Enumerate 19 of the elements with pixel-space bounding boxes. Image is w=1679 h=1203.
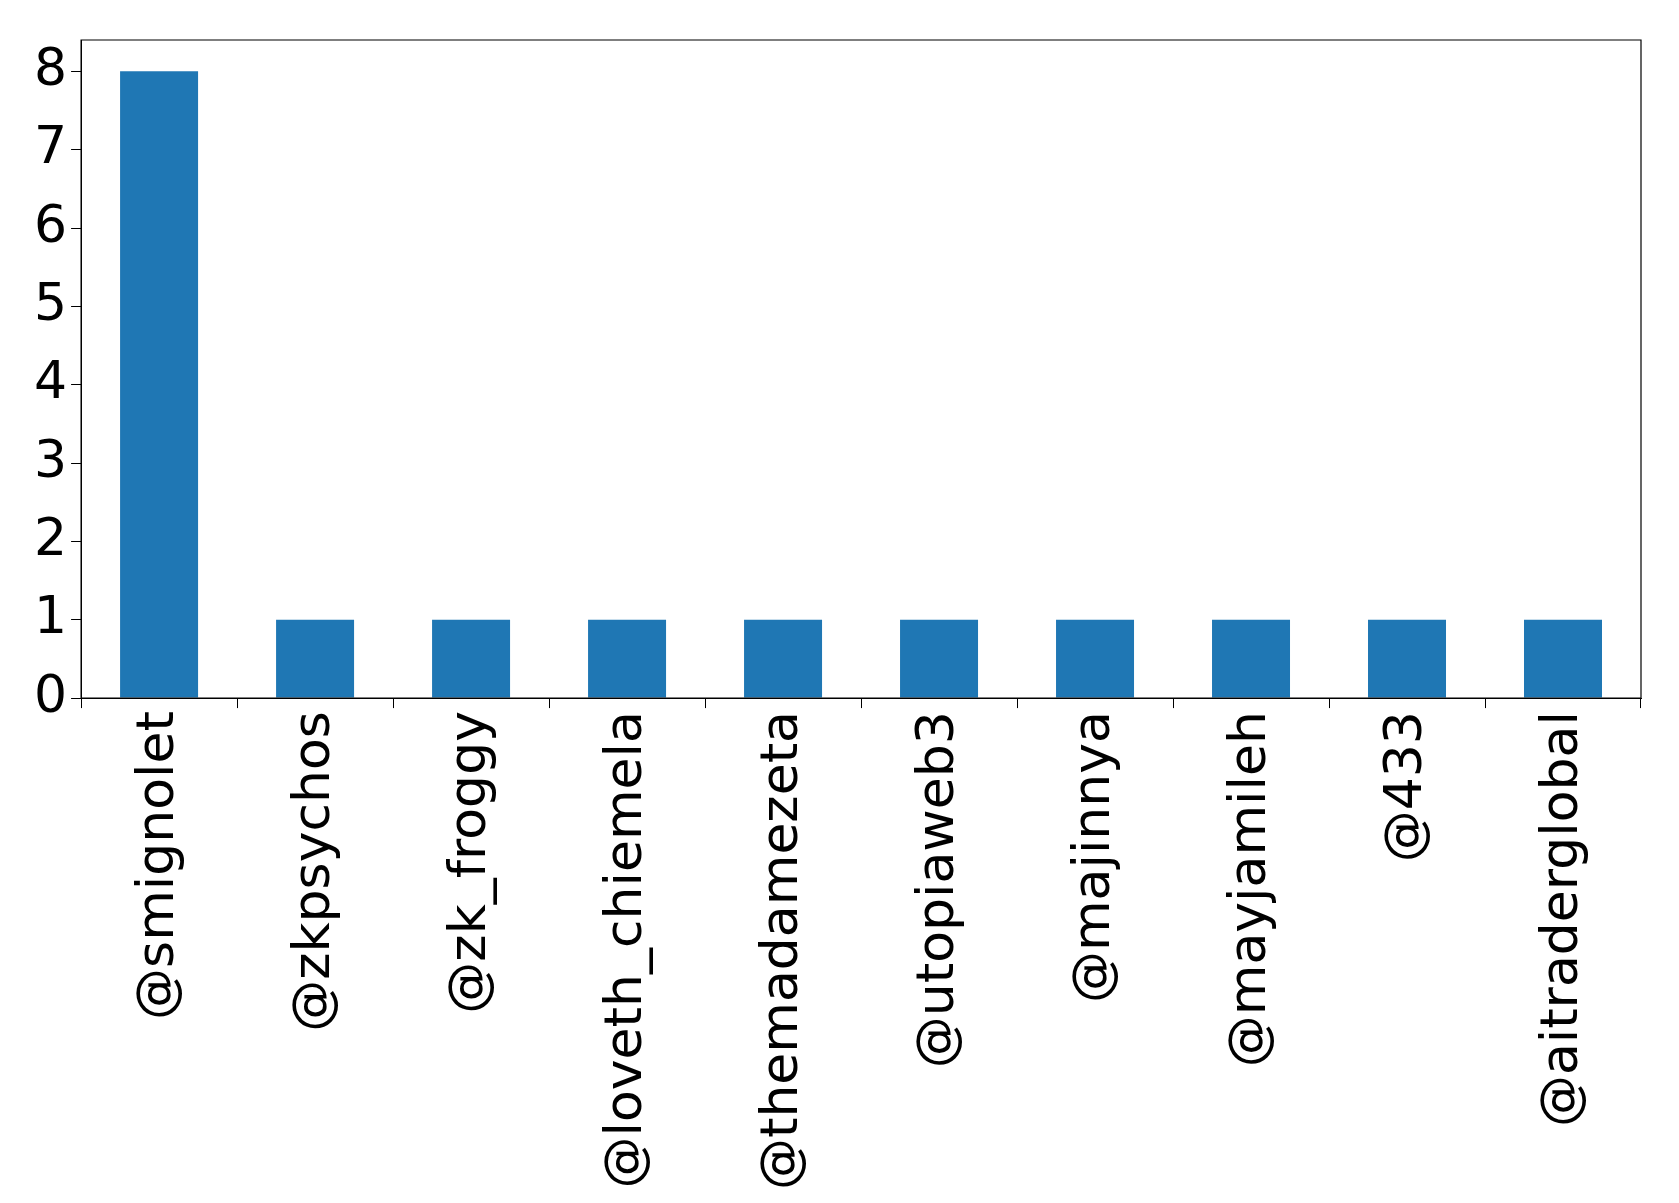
- x-tick-label: @utopiaweb3: [904, 711, 965, 1069]
- y-tick-label: 0: [33, 663, 68, 724]
- x-tick-label: @aitraderglobal: [1528, 711, 1589, 1128]
- y-tick-label: 7: [33, 115, 68, 176]
- y-tick-label: 6: [33, 193, 68, 254]
- x-tick-label: @majinnya: [1060, 711, 1121, 1004]
- x-tick-label: @smignolet: [124, 711, 185, 1020]
- y-tick-label: 3: [33, 428, 68, 489]
- x-tick-label: @zk_froggy: [436, 711, 497, 1014]
- x-tick-label: @mayjamileh: [1216, 711, 1277, 1068]
- x-tick-label: @themadamezeta: [748, 711, 809, 1190]
- y-tick-label: 4: [33, 350, 68, 411]
- y-tick-label: 8: [33, 36, 68, 97]
- y-tick-label: 5: [33, 271, 68, 332]
- y-tick-label: 1: [33, 585, 68, 646]
- x-tick-label: @433: [1372, 711, 1433, 863]
- x-tick-label: @loveth_chiemela: [592, 711, 653, 1189]
- y-tick-label: 2: [33, 506, 68, 567]
- x-tick-label: @zkpsychos: [280, 711, 341, 1032]
